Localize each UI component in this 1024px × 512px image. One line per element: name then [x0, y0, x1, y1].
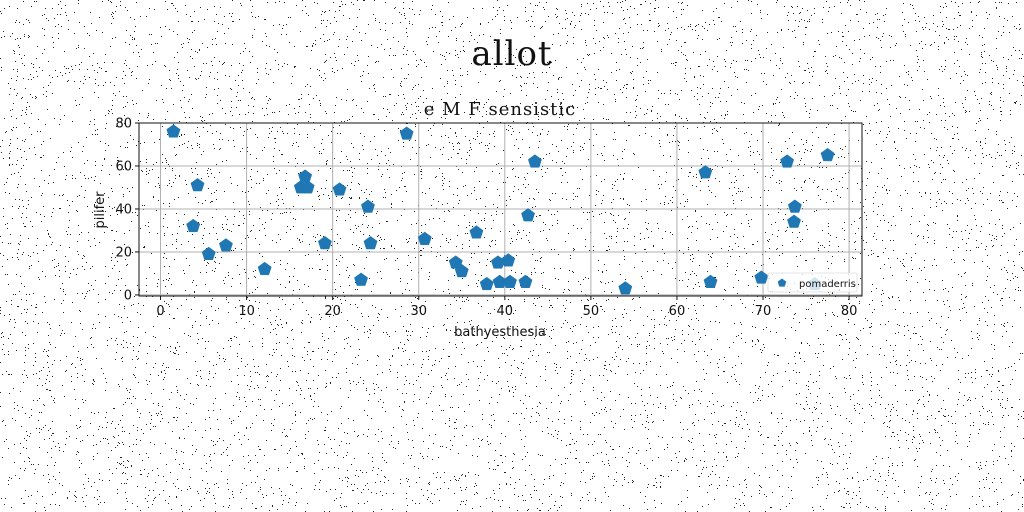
data-point — [317, 236, 332, 250]
data-point — [501, 253, 516, 267]
grid-layer — [139, 122, 862, 296]
data-point — [787, 199, 802, 213]
data-point — [618, 281, 633, 295]
data-point — [754, 270, 769, 284]
legend-marker — [777, 278, 787, 287]
y-tick-label: 80 — [115, 117, 132, 132]
data-point — [354, 272, 369, 286]
data-point — [417, 231, 432, 245]
data-point — [300, 180, 315, 194]
figure-title: allot — [471, 34, 553, 74]
data-point — [479, 276, 494, 291]
data-point — [166, 124, 181, 138]
data-point — [399, 126, 414, 140]
data-point — [186, 218, 201, 233]
data-point — [820, 147, 835, 162]
data-point — [787, 214, 801, 228]
data-point — [360, 199, 375, 213]
x-tick-label: 60 — [669, 304, 686, 319]
legend: pomaderris — [767, 272, 858, 293]
y-tick-label: 20 — [115, 245, 132, 260]
data-point — [698, 165, 713, 179]
data-point — [363, 236, 378, 250]
data-point — [298, 169, 313, 183]
data-point — [448, 255, 463, 269]
x-tick-label: 20 — [324, 304, 341, 319]
data-point — [201, 246, 216, 261]
y-tick-label: 0 — [124, 288, 132, 303]
x-axis-label: bathyesthesia — [454, 325, 546, 340]
x-tick-label: 80 — [841, 304, 858, 319]
x-tick-label: 70 — [755, 304, 772, 319]
x-tick-label: 40 — [497, 304, 514, 319]
legend-label: pomaderris — [799, 279, 856, 290]
legend-box — [767, 272, 858, 293]
data-point — [521, 208, 535, 222]
data-point — [469, 225, 484, 239]
ticks-layer: 0 10 20 30 40 50 60 70 80 0 20 40 60 80 — [115, 117, 857, 320]
data-point — [190, 178, 205, 192]
x-tick-label: 30 — [410, 304, 427, 319]
x-tick-label: 50 — [583, 304, 600, 319]
data-point — [780, 154, 795, 168]
data-point — [454, 263, 469, 278]
data-point — [503, 274, 517, 288]
y-tick-label: 60 — [115, 159, 132, 174]
data-point — [703, 274, 718, 288]
y-axis-label: pilifer — [93, 191, 108, 229]
plot-area-frame — [138, 122, 863, 297]
data-point — [218, 238, 233, 252]
data-point — [332, 182, 347, 196]
y-tick-label: 40 — [115, 202, 132, 217]
data-point — [518, 274, 533, 288]
data-point — [257, 261, 272, 276]
data-point — [527, 154, 542, 168]
chart-title: e M F sensistic — [424, 99, 577, 120]
x-tick-label: 0 — [156, 304, 164, 319]
x-tick-label: 10 — [238, 304, 255, 319]
